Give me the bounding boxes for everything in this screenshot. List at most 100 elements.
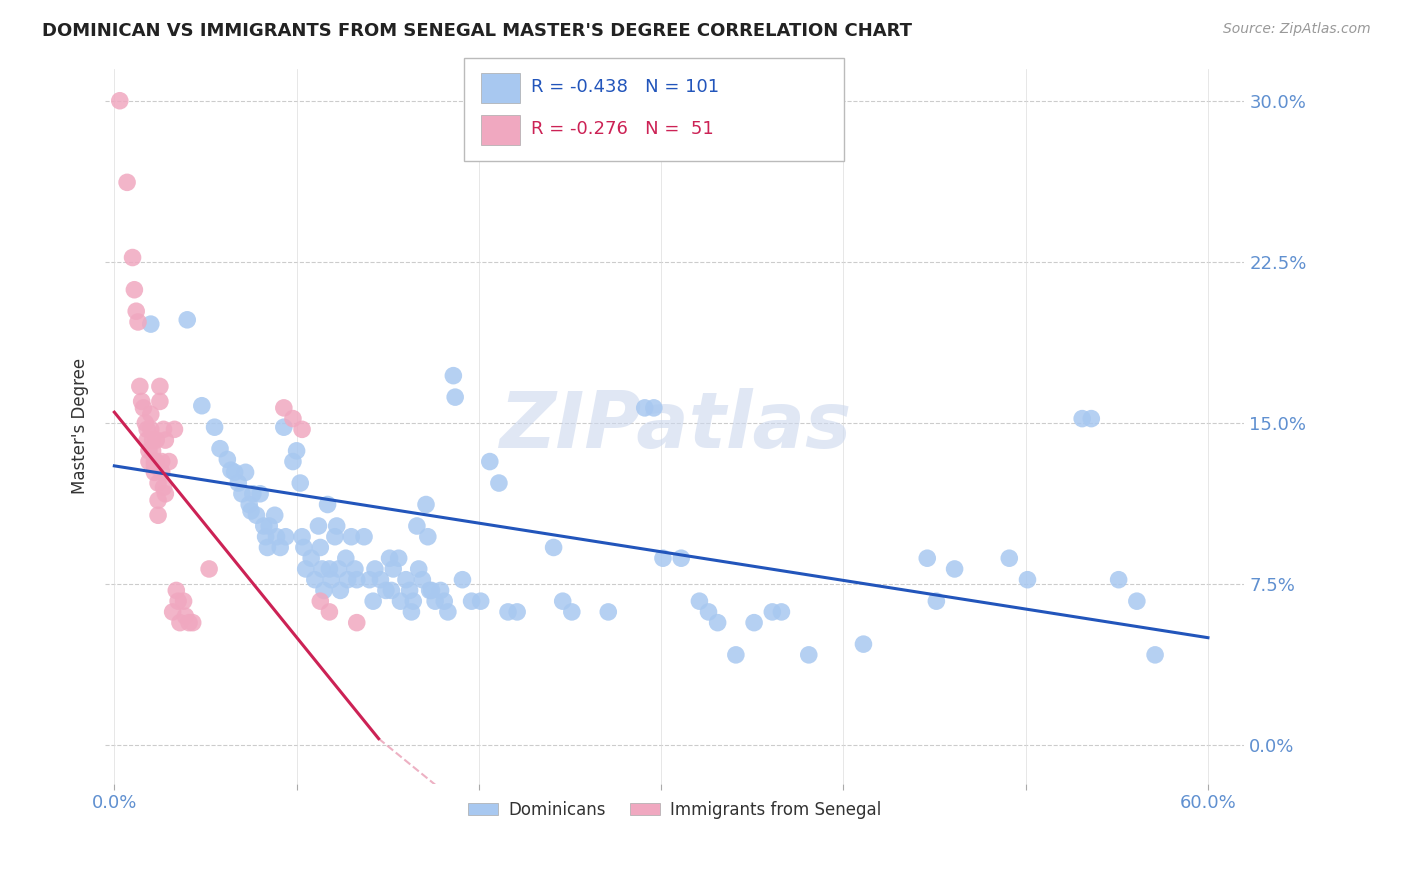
Point bbox=[470, 594, 492, 608]
Point bbox=[238, 498, 260, 512]
Point bbox=[142, 443, 165, 458]
Point bbox=[224, 465, 246, 479]
Point bbox=[294, 562, 316, 576]
Point bbox=[943, 562, 966, 576]
Point bbox=[163, 422, 186, 436]
Y-axis label: Master's Degree: Master's Degree bbox=[72, 358, 89, 494]
Point bbox=[416, 530, 439, 544]
Point bbox=[139, 422, 162, 436]
Point bbox=[167, 594, 190, 608]
Point bbox=[402, 594, 425, 608]
Point bbox=[336, 573, 359, 587]
Point bbox=[136, 422, 159, 436]
Point bbox=[125, 304, 148, 318]
Point bbox=[359, 573, 381, 587]
Point bbox=[496, 605, 519, 619]
Point bbox=[281, 411, 304, 425]
Point bbox=[169, 615, 191, 630]
Point bbox=[634, 401, 657, 415]
Point bbox=[165, 583, 187, 598]
Point bbox=[299, 551, 322, 566]
Point bbox=[437, 605, 460, 619]
Point bbox=[143, 454, 166, 468]
Point bbox=[146, 508, 169, 523]
Point bbox=[138, 454, 160, 468]
Point bbox=[269, 541, 291, 555]
Point bbox=[374, 583, 396, 598]
Point bbox=[478, 454, 501, 468]
Point bbox=[598, 605, 620, 619]
Point bbox=[316, 498, 339, 512]
Point bbox=[245, 508, 267, 523]
Point bbox=[132, 401, 155, 415]
Point bbox=[143, 465, 166, 479]
Point bbox=[209, 442, 232, 456]
Point bbox=[915, 551, 938, 566]
Point bbox=[1071, 411, 1094, 425]
Point bbox=[770, 605, 793, 619]
Text: DOMINICAN VS IMMIGRANTS FROM SENEGAL MASTER'S DEGREE CORRELATION CHART: DOMINICAN VS IMMIGRANTS FROM SENEGAL MAS… bbox=[42, 22, 912, 40]
Point bbox=[551, 594, 574, 608]
Point bbox=[724, 648, 747, 662]
Point bbox=[273, 401, 295, 415]
Point bbox=[688, 594, 710, 608]
Point bbox=[281, 454, 304, 468]
Point bbox=[1017, 573, 1039, 587]
Point bbox=[1126, 594, 1149, 608]
Point bbox=[925, 594, 948, 608]
Legend: Dominicans, Immigrants from Senegal: Dominicans, Immigrants from Senegal bbox=[461, 794, 889, 825]
Point bbox=[308, 519, 330, 533]
Point bbox=[134, 416, 156, 430]
Point bbox=[291, 530, 314, 544]
Point bbox=[291, 422, 314, 436]
Point bbox=[419, 583, 441, 598]
Point bbox=[191, 399, 214, 413]
Point bbox=[256, 541, 278, 555]
Point bbox=[1108, 573, 1130, 587]
Point bbox=[441, 368, 464, 383]
Point bbox=[852, 637, 875, 651]
Point bbox=[177, 615, 200, 630]
Point bbox=[423, 594, 446, 608]
Point bbox=[162, 605, 184, 619]
Point bbox=[152, 480, 174, 494]
Point bbox=[146, 493, 169, 508]
Point bbox=[155, 487, 177, 501]
Point bbox=[561, 605, 583, 619]
Point bbox=[115, 175, 138, 189]
Point bbox=[395, 573, 418, 587]
Point bbox=[543, 541, 565, 555]
Point bbox=[149, 394, 172, 409]
Point bbox=[249, 487, 271, 501]
Point bbox=[361, 594, 384, 608]
Point bbox=[146, 476, 169, 491]
Point bbox=[138, 443, 160, 458]
Point bbox=[285, 443, 308, 458]
Point bbox=[266, 530, 288, 544]
Point bbox=[240, 504, 263, 518]
Point bbox=[643, 401, 665, 415]
Point bbox=[321, 573, 343, 587]
Point bbox=[378, 551, 401, 566]
Point bbox=[198, 562, 221, 576]
Point bbox=[128, 379, 150, 393]
Point bbox=[444, 390, 467, 404]
Point bbox=[697, 605, 720, 619]
Point bbox=[143, 458, 166, 473]
Point bbox=[204, 420, 226, 434]
Point bbox=[706, 615, 728, 630]
Point bbox=[460, 594, 482, 608]
Point bbox=[1080, 411, 1102, 425]
Point bbox=[761, 605, 783, 619]
Point bbox=[152, 422, 174, 436]
Point bbox=[364, 562, 387, 576]
Point bbox=[217, 452, 239, 467]
Point bbox=[382, 562, 405, 576]
Point bbox=[273, 420, 295, 434]
Point bbox=[108, 94, 131, 108]
Point bbox=[353, 530, 375, 544]
Point bbox=[309, 594, 332, 608]
Point bbox=[323, 530, 346, 544]
Point bbox=[380, 583, 402, 598]
Point bbox=[226, 476, 249, 491]
